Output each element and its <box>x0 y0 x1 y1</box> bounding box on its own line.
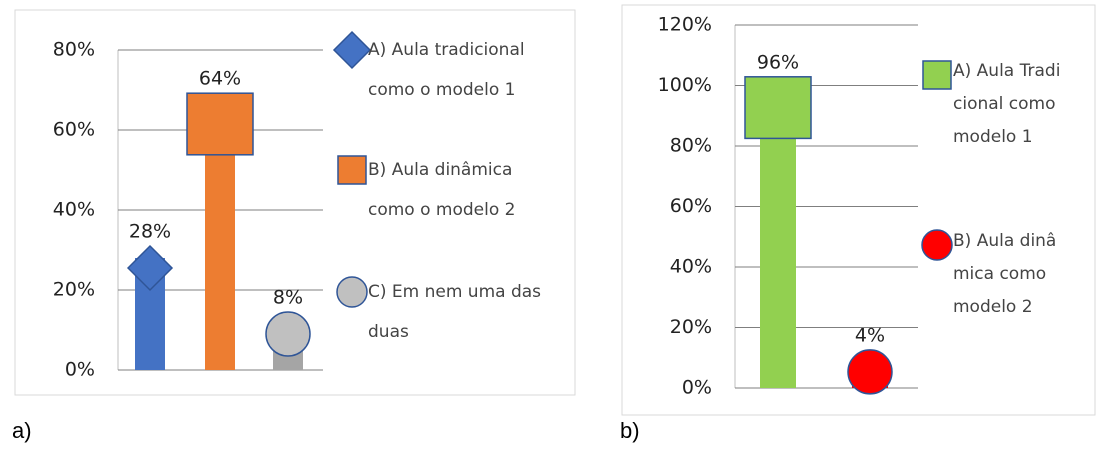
y-tick-label: 80% <box>670 135 712 157</box>
legend-marker <box>922 60 952 90</box>
y-tick-label: 40% <box>670 256 712 278</box>
y-tick-label: 0% <box>682 377 712 399</box>
data-label: 28% <box>129 221 171 243</box>
marker <box>847 349 893 395</box>
legend-marker <box>332 30 372 70</box>
y-tick-label: 60% <box>53 119 95 141</box>
legend-marker <box>337 155 367 185</box>
legend-entry: C) Em nem uma das duas <box>368 282 542 342</box>
data-label: 96% <box>757 51 799 73</box>
bar <box>760 97 796 388</box>
y-tick-label: 120% <box>658 14 712 36</box>
data-label: 64% <box>199 68 241 90</box>
legend-entry: A) Aula Tradicional como modelo 1 <box>953 61 1061 147</box>
y-tick-label: 60% <box>670 195 712 217</box>
marker <box>126 244 174 292</box>
legend-entry: B) Aula dinâmica como modelo 2 <box>953 231 1057 317</box>
bar <box>205 114 235 370</box>
panel-label: a) <box>12 418 32 443</box>
y-tick-label: 20% <box>53 279 95 301</box>
y-tick-label: 80% <box>53 39 95 61</box>
marker <box>186 92 254 156</box>
y-tick-label: 100% <box>658 74 712 96</box>
legend-entry: A) Aula tradicional como o modelo 1 <box>368 40 525 100</box>
chart-frame <box>621 4 1096 416</box>
y-tick-label: 40% <box>53 199 95 221</box>
legend-entry: B) Aula dinâmica como o modelo 2 <box>368 160 516 220</box>
legend-marker <box>921 229 953 261</box>
y-tick-label: 20% <box>670 316 712 338</box>
data-label: 8% <box>273 287 303 309</box>
marker <box>744 76 812 140</box>
data-label: 4% <box>855 324 885 346</box>
legend-marker <box>336 276 368 308</box>
marker <box>265 311 311 357</box>
y-tick-label: 0% <box>65 359 95 381</box>
panel-label: b) <box>620 418 640 443</box>
